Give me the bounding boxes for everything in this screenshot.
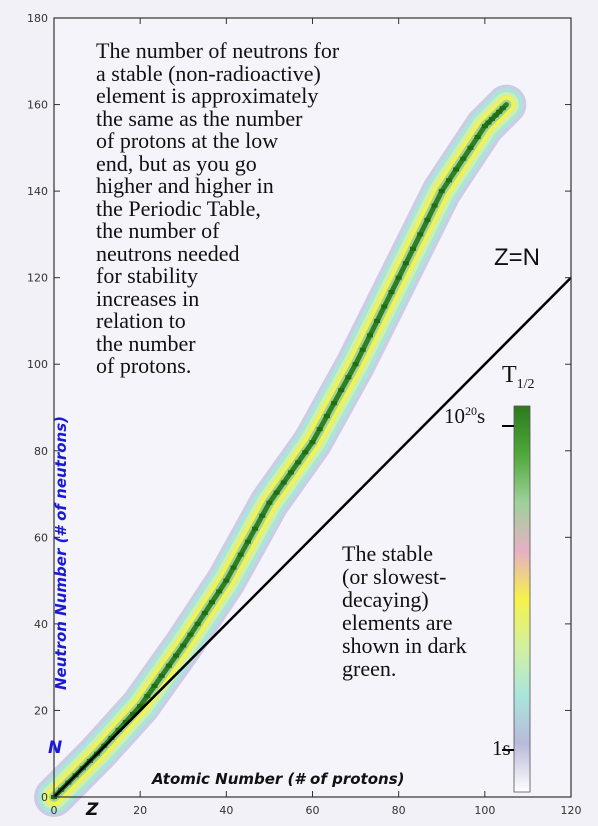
x-tick-label: 80 xyxy=(392,804,406,817)
x-tick-label: 120 xyxy=(561,804,582,817)
stable-nuclide-mark xyxy=(431,203,438,208)
colorbar-max-unit: s xyxy=(477,404,486,428)
x-tick-label: 0 xyxy=(51,804,58,817)
stable-nuclide-mark xyxy=(201,611,208,616)
stable-nuclide-mark xyxy=(481,124,488,129)
y-tick-label: 60 xyxy=(34,531,48,544)
stable-nuclide-mark xyxy=(492,113,499,118)
stable-nuclide-mark xyxy=(410,246,417,251)
stable-nuclide-mark xyxy=(244,539,251,544)
stable-nuclide-mark xyxy=(331,401,338,406)
stable-nuclide-mark xyxy=(237,552,244,557)
stable-nuclide-mark xyxy=(230,565,237,570)
y-axis-symbol: N xyxy=(48,738,63,758)
stable-nuclide-mark xyxy=(302,450,309,455)
x-tick-label: 100 xyxy=(474,804,495,817)
stable-nuclide-mark xyxy=(438,189,445,194)
stable-nuclide-mark xyxy=(424,217,431,222)
colorbar-min-label: 1s xyxy=(492,736,511,760)
x-tick-label: 40 xyxy=(219,804,233,817)
stable-nuclide-mark xyxy=(345,375,352,380)
y-tick-label: 0 xyxy=(41,791,48,804)
stable-nuclide-mark xyxy=(280,480,287,485)
stable-nuclide-mark xyxy=(129,712,136,717)
stable-nuclide-mark xyxy=(173,653,180,658)
stable-nuclide-mark xyxy=(151,683,158,688)
x-tick-label: 20 xyxy=(133,804,147,817)
y-tick-label: 100 xyxy=(27,358,48,371)
stable-nuclide-mark xyxy=(273,490,280,495)
stable-nuclide-mark xyxy=(266,500,273,505)
stable-nuclide-mark xyxy=(165,663,172,668)
z-equals-n-line xyxy=(53,276,572,798)
stable-nuclide-mark xyxy=(194,621,201,626)
stable-nuclide-mark xyxy=(417,232,424,237)
x-axis-label: Atomic Number (# of protons) xyxy=(152,770,405,788)
stable-nuclide-mark xyxy=(453,167,460,172)
stable-nuclide-mark xyxy=(323,414,330,419)
stable-nuclide-mark xyxy=(374,318,381,323)
stable-nuclide-mark xyxy=(295,460,302,465)
stable-nuclide-mark xyxy=(496,109,503,114)
y-tick-label: 160 xyxy=(27,99,48,112)
y-tick-label: 20 xyxy=(34,704,48,717)
y-tick-label: 40 xyxy=(34,618,48,631)
stable-nuclide-mark xyxy=(309,440,316,445)
stable-nuclide-mark xyxy=(259,513,266,518)
stable-nuclide-mark xyxy=(499,106,506,111)
colorbar-title: T1/2 xyxy=(502,362,535,393)
stable-nuclide-mark xyxy=(137,704,144,709)
x-tick-label: 60 xyxy=(306,804,320,817)
stable-nuclide-mark xyxy=(388,290,395,295)
x-axis-symbol: Z xyxy=(86,800,99,820)
colorbar xyxy=(513,405,531,793)
stable-nuclide-mark xyxy=(381,304,388,309)
stable-nuclide-mark xyxy=(352,362,359,367)
main-annotation: The number of neutrons for a stable (non… xyxy=(96,38,340,378)
stable-nuclide-mark xyxy=(359,347,366,352)
stable-nuclide-mark xyxy=(287,470,294,475)
stable-nuclide-mark xyxy=(187,632,194,637)
stable-nuclide-mark xyxy=(316,427,323,432)
stable-nuclide-mark xyxy=(366,333,373,338)
y-tick-label: 80 xyxy=(34,445,48,458)
stable-nuclide-mark xyxy=(180,643,187,648)
z-equals-n-label: Z=N xyxy=(494,244,541,271)
stable-nuclide-mark xyxy=(489,116,496,121)
stable-nuclide-mark xyxy=(122,719,129,724)
stable-nuclide-mark xyxy=(144,694,151,699)
stable-nuclide-mark xyxy=(445,178,452,183)
y-tick-label: 140 xyxy=(27,185,48,198)
stable-nuclide-mark xyxy=(474,135,481,140)
stable-nuclide-mark xyxy=(252,526,259,531)
colorbar-max-exp: 20 xyxy=(465,404,477,418)
colorbar-max-base: 10 xyxy=(444,404,465,428)
colorbar-max-label: 1020s xyxy=(444,404,485,429)
y-axis-label: Neutron Number (# of neutrons) xyxy=(52,415,70,690)
stable-note: The stable (or slowest- decaying) elemen… xyxy=(342,541,467,681)
stable-nuclide-mark xyxy=(115,727,122,732)
stable-nuclide-mark xyxy=(485,120,492,125)
stable-nuclide-mark xyxy=(460,156,467,161)
stable-nuclide-mark xyxy=(402,261,409,266)
stable-nuclide-mark xyxy=(208,600,215,605)
colorbar-title-sub: 1/2 xyxy=(516,376,535,392)
stable-nuclide-mark xyxy=(223,578,230,583)
stable-nuclide-mark xyxy=(158,673,165,678)
colorbar-title-base: T xyxy=(502,362,517,388)
stable-nuclide-mark xyxy=(216,589,223,594)
stable-nuclide-mark xyxy=(338,388,345,393)
y-tick-label: 120 xyxy=(27,272,48,285)
stable-nuclide-mark xyxy=(467,145,474,150)
y-tick-label: 180 xyxy=(27,12,48,25)
stable-nuclide-mark xyxy=(395,275,402,280)
